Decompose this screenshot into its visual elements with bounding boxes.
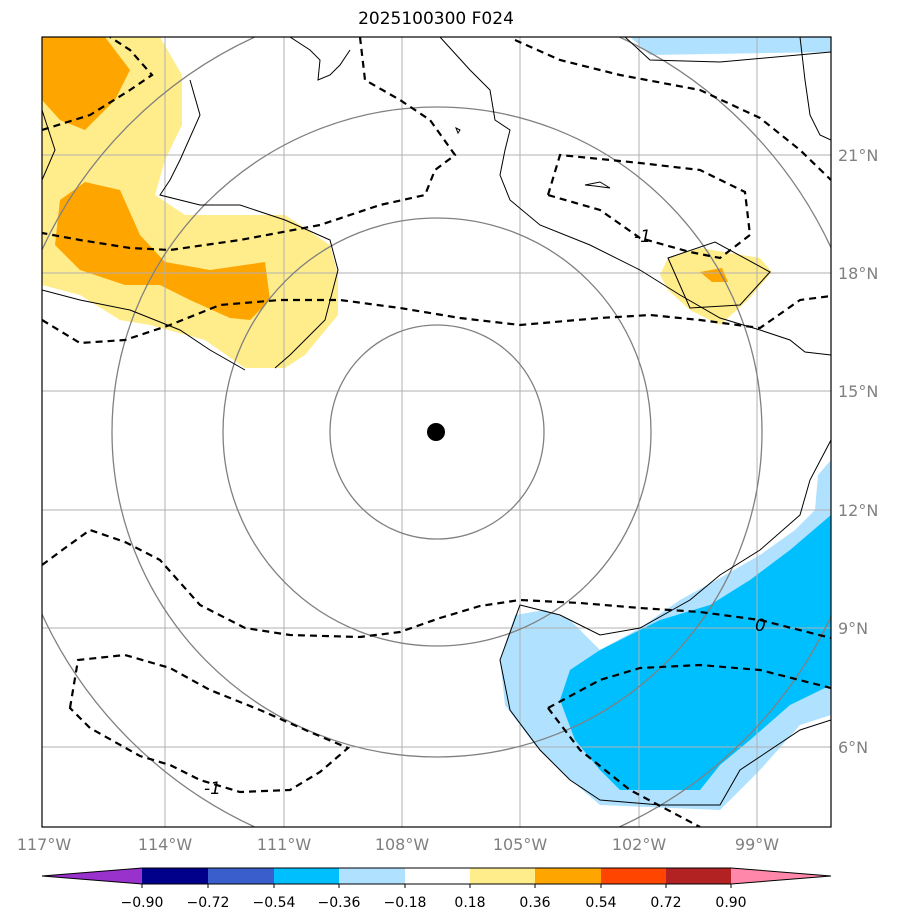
colorbar-segment (208, 868, 274, 884)
coastline (42, 37, 831, 806)
lon-label: 102°W (612, 835, 667, 854)
colorbar-tick: 0.36 (519, 895, 550, 911)
shade-pos-east (660, 248, 772, 325)
colorbar-segment (601, 868, 666, 884)
lat-label: 6°N (838, 738, 868, 757)
map-frame (41, 36, 832, 828)
map-area: -1 0 -1 (42, 37, 831, 827)
gridlines (42, 37, 831, 827)
colorbar-tick: −0.18 (384, 895, 427, 911)
colorbar-extend-max (731, 868, 831, 884)
storm-center-marker (427, 423, 445, 441)
colorbar-segment (339, 868, 405, 884)
lat-label: 18°N (838, 264, 878, 283)
lat-label: 9°N (838, 619, 868, 638)
colorbar-segment (142, 868, 208, 884)
colorbar-segment (535, 868, 601, 884)
colorbar-segment (666, 868, 731, 884)
shade-pos-mid (42, 37, 270, 320)
lon-label: 108°W (375, 835, 430, 854)
colorbar-tick: −0.36 (318, 895, 361, 911)
lon-label: 111°W (257, 835, 312, 854)
colorbar-segment (405, 868, 470, 884)
colorbar-tick: −0.90 (121, 895, 164, 911)
lat-label: 21°N (838, 146, 878, 165)
lon-label: 105°W (493, 835, 548, 854)
lon-label: 114°W (138, 835, 193, 854)
shade-neg-mid (560, 515, 831, 790)
map-title: 2025100300 F024 (358, 9, 514, 29)
lon-label: 117°W (17, 835, 72, 854)
colorbar-segment (274, 868, 339, 884)
colorbar-tick: −0.54 (253, 895, 296, 911)
colorbar-extend-min (42, 868, 142, 884)
contour-label: -1 (204, 779, 221, 799)
colorbar-tick: 0.18 (454, 895, 485, 911)
lon-label: 99°W (735, 835, 779, 854)
lat-label: 15°N (838, 382, 878, 401)
colorbar-tick: 0.90 (715, 895, 746, 911)
lat-label: 12°N (838, 501, 878, 520)
contours (42, 37, 831, 827)
colorbar-tick: −0.72 (187, 895, 230, 911)
colorbar-tick: 0.72 (650, 895, 681, 911)
colorbar-tick: 0.54 (585, 895, 616, 911)
colorbar (41, 867, 832, 888)
colorbar-segment (470, 868, 535, 884)
contour-label: 0 (755, 616, 766, 636)
contour-label: -1 (634, 227, 651, 247)
range-rings (42, 37, 831, 827)
